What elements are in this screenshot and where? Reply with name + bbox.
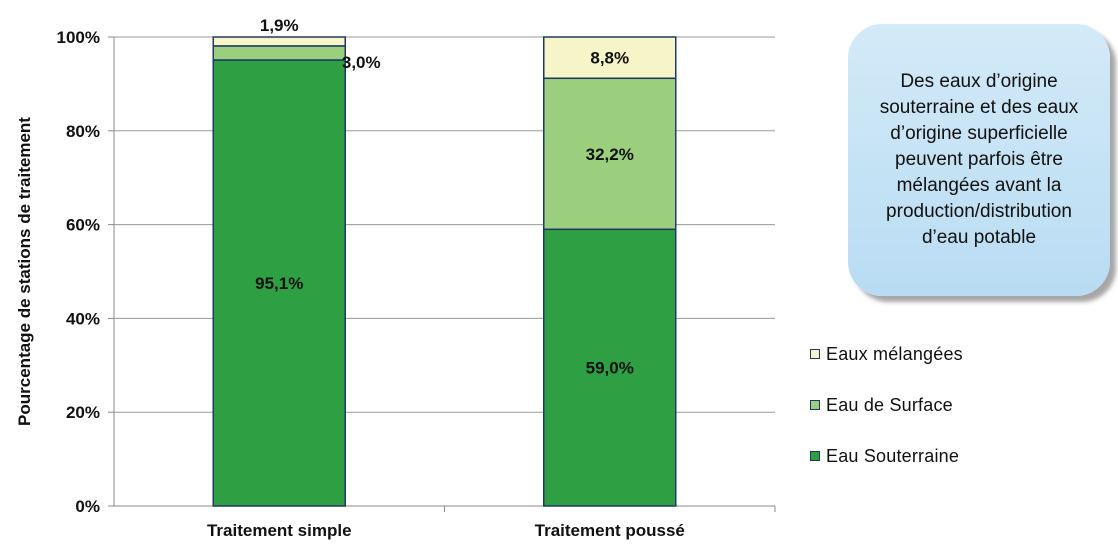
x-tick-label: Traitement poussé <box>535 521 685 540</box>
legend-label-ground: Eau Souterraine <box>826 445 960 466</box>
data-label: 32,2% <box>586 145 634 164</box>
y-tick-label: 20% <box>66 403 100 422</box>
data-label: 1,9% <box>260 16 299 35</box>
legend-swatch-mixed <box>810 349 820 359</box>
bar-segment <box>543 228 677 507</box>
bar-segment <box>543 77 677 231</box>
bar-segment <box>212 36 346 47</box>
stacked-bar-chart: 0% 20% 40% 60% 80% 100% Pourcentage de station… <box>15 16 776 540</box>
bar-segment <box>543 36 677 80</box>
data-label: 95,1% <box>255 274 303 293</box>
legend-label-mixed: Eaux mélangées <box>826 343 963 364</box>
y-tick-label: 0% <box>75 497 100 516</box>
data-label: 59,0% <box>586 359 634 378</box>
legend-item-mixed: Eaux mélangées <box>810 342 963 366</box>
legend-swatch-surface <box>810 400 820 410</box>
legend: Eaux mélangées Eau de Surface Eau Souter… <box>810 342 963 495</box>
note-text: Des eaux d’origine souterraine et des ea… <box>879 71 1079 248</box>
y-axis-label: Pourcentage de stations de traitement <box>15 117 34 426</box>
data-label: 3,0% <box>342 53 381 72</box>
x-tick-label: Traitement simple <box>207 521 352 540</box>
legend-item-ground: Eau Souterraine <box>810 444 963 468</box>
bar-segment <box>212 45 346 61</box>
y-tick-label: 40% <box>66 309 100 328</box>
data-label: 8,8% <box>590 49 629 68</box>
legend-item-surface: Eau de Surface <box>810 393 963 417</box>
bar-segment <box>212 59 346 507</box>
y-tick-label: 80% <box>66 122 100 141</box>
legend-swatch-ground <box>810 451 820 461</box>
note-callout: Des eaux d’origine souterraine et des ea… <box>848 24 1110 296</box>
y-tick-label: 100% <box>57 28 100 47</box>
y-tick-label: 60% <box>66 216 100 235</box>
legend-label-surface: Eau de Surface <box>826 394 953 415</box>
